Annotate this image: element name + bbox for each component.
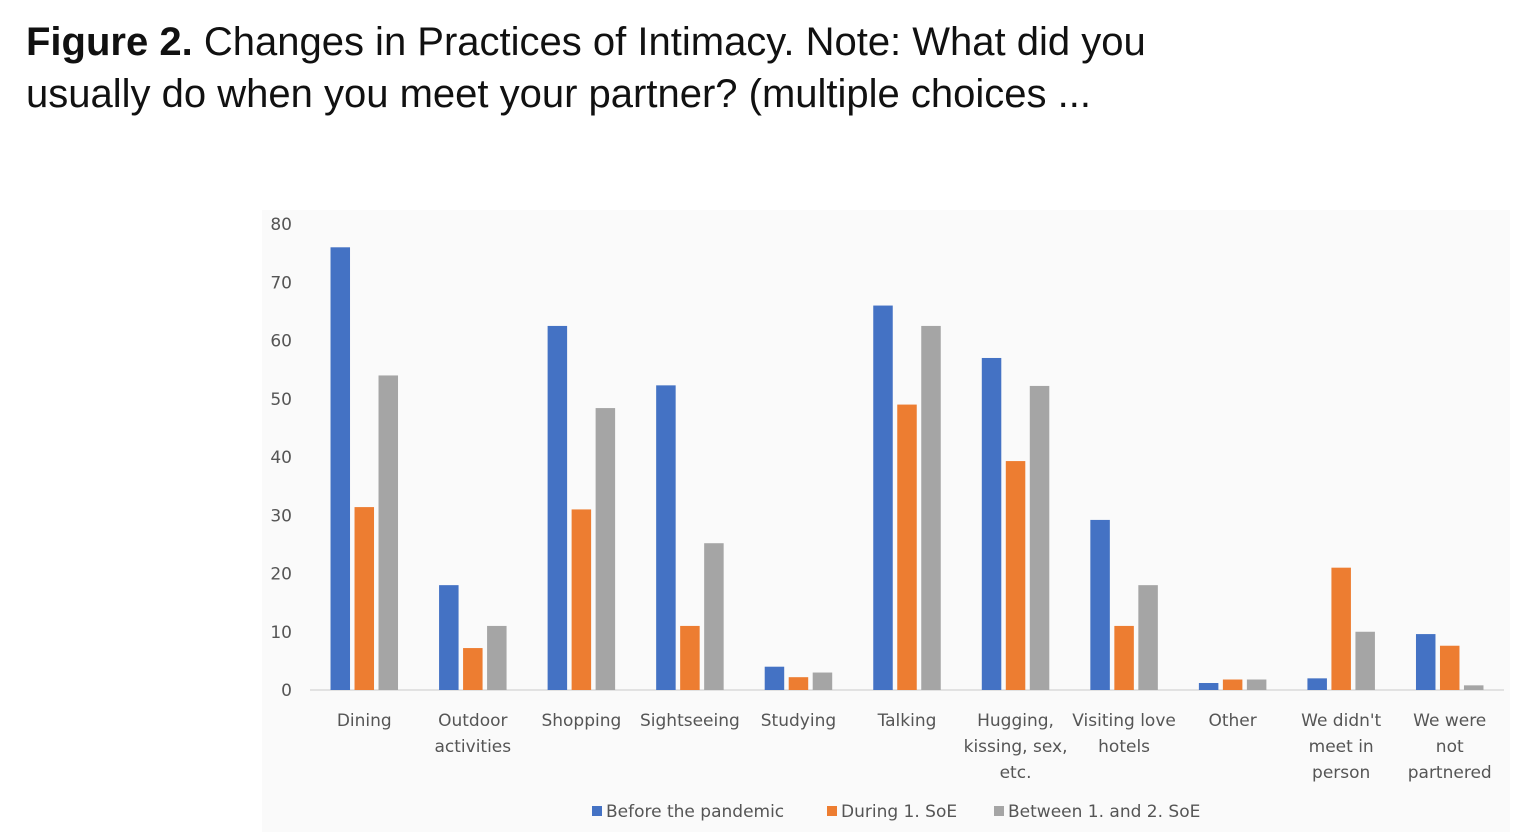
bar — [921, 325, 941, 690]
bar — [981, 357, 1002, 690]
y-tick-label: 80 — [270, 215, 292, 235]
bar-chart: 0 10 20 30 40 50 60 70 80 Dining Outdoor activities… — [270, 215, 1504, 822]
y-tick-label: 30 — [270, 506, 292, 526]
y-tick-label: 20 — [270, 565, 292, 585]
bar — [788, 677, 809, 690]
bar — [873, 305, 893, 690]
legend-swatch — [994, 806, 1004, 816]
bar — [1029, 385, 1050, 690]
category-label: person — [1312, 763, 1370, 783]
y-tick-label: 60 — [270, 332, 292, 352]
bar — [656, 385, 676, 690]
bar — [463, 648, 483, 690]
category-label: hotels — [1098, 737, 1150, 757]
bar — [1222, 679, 1243, 690]
figure-label: Figure 2. — [26, 20, 193, 64]
bar — [330, 247, 351, 691]
figure-caption: Changes in Practices of Intimacy. Note: … — [203, 20, 1146, 64]
category-label: Visiting love — [1072, 711, 1176, 731]
category-label: meet in — [1309, 737, 1374, 757]
bar — [1090, 519, 1110, 690]
y-tick-label: 0 — [281, 681, 292, 701]
category-label: Other — [1208, 711, 1256, 731]
bar — [439, 585, 459, 690]
bar — [487, 625, 507, 690]
legend-swatch — [827, 806, 837, 816]
bar — [764, 666, 785, 690]
bar — [1114, 625, 1134, 690]
bar — [1463, 685, 1484, 690]
bar — [1439, 645, 1460, 690]
legend-label: Before the pandemic — [606, 802, 784, 822]
bar — [1331, 567, 1351, 690]
bar — [1138, 585, 1158, 690]
category-label: not — [1436, 737, 1464, 757]
bar — [680, 625, 700, 690]
figure-caption-line2: usually do when you meet your partner? (… — [26, 72, 1091, 116]
bar — [595, 408, 616, 690]
category-label: kissing, sex, — [964, 737, 1068, 757]
bar — [378, 375, 399, 690]
bar — [547, 325, 568, 690]
category-label: etc. — [1000, 763, 1032, 783]
y-tick-label: 40 — [270, 448, 292, 468]
category-label: We were — [1413, 711, 1486, 731]
category-label: Shopping — [541, 711, 621, 731]
category-label: Studying — [761, 711, 836, 731]
legend-label: During 1. SoE — [841, 802, 957, 822]
category-label: partnered — [1408, 763, 1492, 783]
y-tick-label: 10 — [270, 623, 292, 643]
category-label: We didn't — [1301, 711, 1381, 731]
category-label: Sightseeing — [640, 711, 740, 731]
bar — [1246, 679, 1267, 690]
bar — [1355, 631, 1375, 690]
category-label: activities — [434, 737, 511, 757]
category-label: Outdoor — [438, 711, 507, 731]
bar — [1005, 461, 1026, 690]
legend-label: Between 1. and 2. SoE — [1008, 802, 1200, 822]
bar — [354, 507, 375, 690]
chart-area: 0 10 20 30 40 50 60 70 80 Dining Outdoor activities… — [262, 210, 1510, 832]
bar — [1307, 678, 1327, 690]
category-label: Dining — [337, 711, 392, 731]
bar — [1415, 634, 1436, 690]
y-tick-label: 50 — [270, 390, 292, 410]
category-label: Talking — [877, 711, 937, 731]
bar — [897, 404, 917, 690]
bar — [571, 509, 592, 690]
bar — [812, 672, 833, 690]
legend-swatch — [592, 806, 602, 816]
y-tick-label: 70 — [270, 273, 292, 293]
bar — [1198, 683, 1219, 690]
figure-title: Figure 2. Changes in Practices of Intima… — [26, 16, 1326, 120]
bar — [704, 543, 724, 690]
category-label: Hugging, — [977, 711, 1054, 731]
